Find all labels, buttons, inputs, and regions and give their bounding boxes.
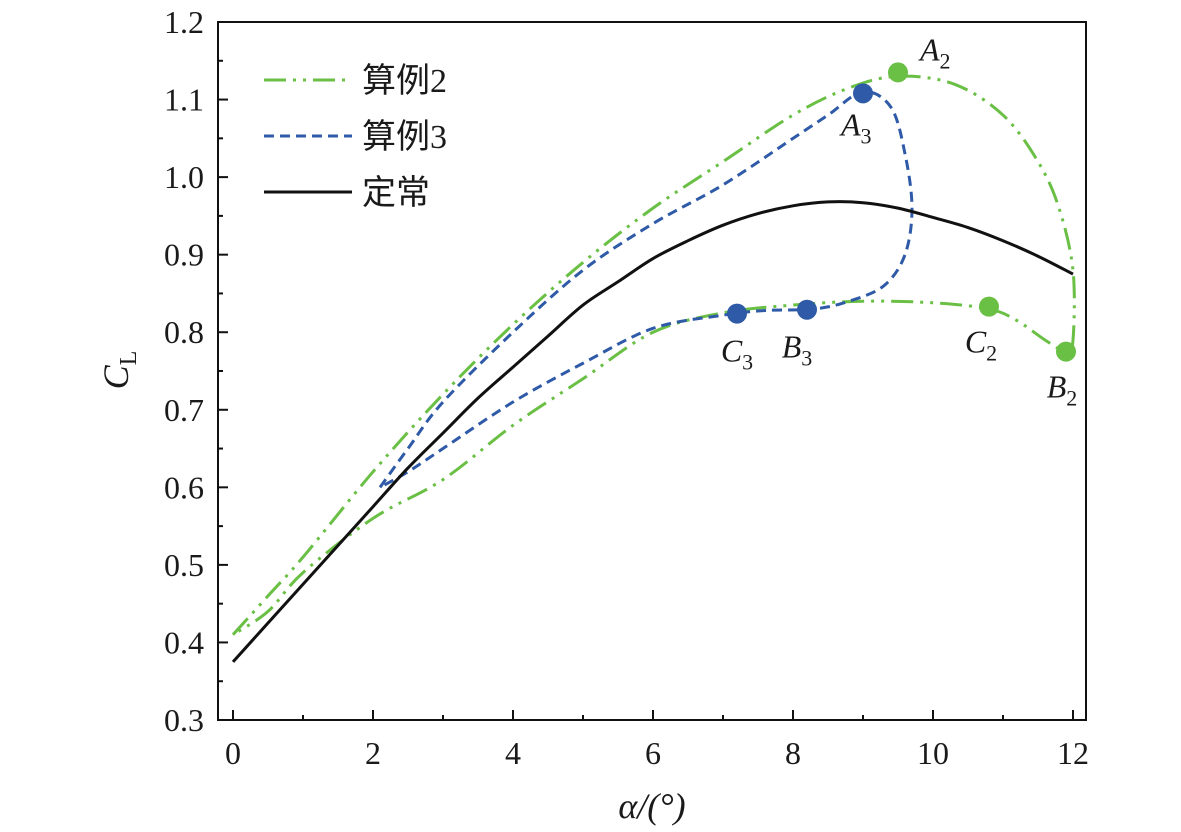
point-marker-C2 [979,296,999,317]
point-label-B3: B3 [782,329,813,371]
point-label-A2: A2 [918,31,951,73]
point-marker-B2 [1056,341,1076,362]
y-tick-label: 0.7 [164,392,204,428]
point-marker-A3 [853,83,873,104]
x-tick-label: 6 [645,735,661,771]
point-marker-C3 [727,303,747,324]
y-tick-label: 1.2 [164,4,204,40]
series-line-1 [231,74,1076,636]
x-tick-label: 2 [365,735,381,771]
point-marker-B3 [797,299,817,320]
points-layer: A2 B2 C2 A3 B3 C3 [721,31,1077,410]
point-label-B2: B2 [1047,369,1078,411]
x-tick-label: 12 [1057,735,1089,771]
x-tick-label: 8 [785,735,801,771]
plot-border [217,21,1087,721]
y-tick-label: 0.5 [164,547,204,583]
y-tick-label: 0.9 [164,237,204,273]
legend-label-3: 定常 [362,174,430,212]
legend-label-2: 算例3 [362,118,447,156]
y-axis-label: CL [96,351,142,390]
legend: 算例2 算例3 定常 [264,62,447,212]
series-line-3 [231,200,1074,663]
series-line-2 [378,90,914,489]
y-tick-label: 0.4 [164,624,204,660]
x-axis: 0 2 4 6 8 10 12 [225,710,1089,771]
series-layer [231,74,1076,663]
y-tick-label: 0.3 [164,702,204,738]
y-tick-label: 0.6 [164,469,204,505]
y-tick-label: 1.1 [164,82,204,118]
y-axis: 0.3 0.4 0.5 0.6 0.7 0.8 0.9 1.0 1.1 1.2 [164,4,228,738]
x-tick-label: 4 [505,735,521,771]
y-tick-label: 0.8 [164,314,204,350]
point-label-A3: A3 [839,106,872,148]
x-tick-label: 0 [225,735,241,771]
legend-label-1: 算例2 [362,62,447,100]
point-marker-A2 [888,62,908,83]
point-label-C3: C3 [721,333,753,375]
y-tick-label: 1.0 [164,159,204,195]
point-label-C2: C2 [965,324,997,366]
x-axis-label: α/(°) [618,786,685,826]
plot-frame [217,21,1087,721]
x-tick-label: 10 [917,735,949,771]
